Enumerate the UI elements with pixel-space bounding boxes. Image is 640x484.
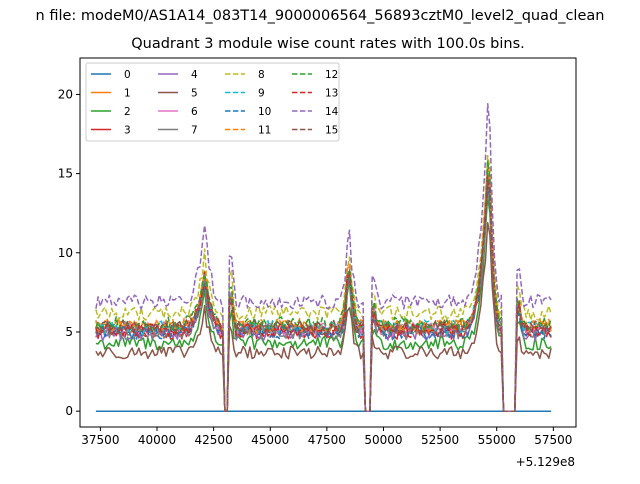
- series-line-10: [95, 185, 552, 412]
- y-tick-label: 0: [65, 404, 73, 418]
- legend-label-14: 14: [325, 106, 339, 118]
- x-axis-offset-label: +5.129e8: [516, 455, 575, 469]
- x-tick-label: 57500: [534, 433, 572, 447]
- x-tick-label: 37500: [81, 433, 119, 447]
- legend-label-2: 2: [124, 106, 131, 118]
- x-tick-label: 55000: [478, 433, 516, 447]
- figure-suptitle: n file: modeM0/AS1A14_083T14_9000006564_…: [35, 8, 605, 24]
- legend-label-7: 7: [191, 125, 198, 137]
- axes-title: Quadrant 3 module wise count rates with …: [131, 36, 525, 52]
- legend-label-9: 9: [258, 88, 265, 100]
- series-line-8: [95, 154, 552, 412]
- y-tick-label: 20: [58, 87, 73, 101]
- series-line-7: [95, 184, 552, 412]
- series-line-15: [95, 174, 552, 412]
- x-tick-label: 45000: [251, 433, 289, 447]
- x-tick-label: 50000: [364, 433, 402, 447]
- y-axis-ticks: 0 5 10 15 20: [58, 87, 80, 418]
- legend-label-12: 12: [325, 69, 338, 81]
- legend-label-11: 11: [258, 125, 271, 137]
- x-tick-label: 42500: [195, 433, 233, 447]
- legend-label-4: 4: [191, 69, 198, 81]
- series-line-14: [95, 103, 552, 412]
- legend-box: [85, 62, 340, 142]
- series-line-5: [95, 222, 552, 412]
- y-tick-label: 15: [58, 167, 73, 181]
- x-tick-label: 52500: [421, 433, 459, 447]
- legend-label-10: 10: [258, 106, 271, 118]
- legend-label-0: 0: [124, 69, 131, 81]
- series-line-3: [95, 172, 552, 412]
- x-tick-label: 47500: [308, 433, 346, 447]
- y-tick-label: 5: [65, 325, 73, 339]
- axes-frame: [79, 57, 577, 428]
- legend-label-3: 3: [124, 125, 131, 137]
- legend-label-8: 8: [258, 69, 265, 81]
- series-lines: [95, 103, 552, 412]
- legend-label-15: 15: [325, 125, 338, 137]
- legend-label-5: 5: [191, 88, 198, 100]
- x-tick-label: 40000: [138, 433, 176, 447]
- series-line-2: [95, 195, 552, 412]
- legend-label-1: 1: [124, 88, 131, 100]
- x-axis-ticks: 37500 40000 42500 45000 47500 50000 52500 55000…: [81, 427, 572, 447]
- legend-label-6: 6: [191, 106, 198, 118]
- legend-label-13: 13: [325, 88, 338, 100]
- y-tick-label: 10: [58, 246, 73, 260]
